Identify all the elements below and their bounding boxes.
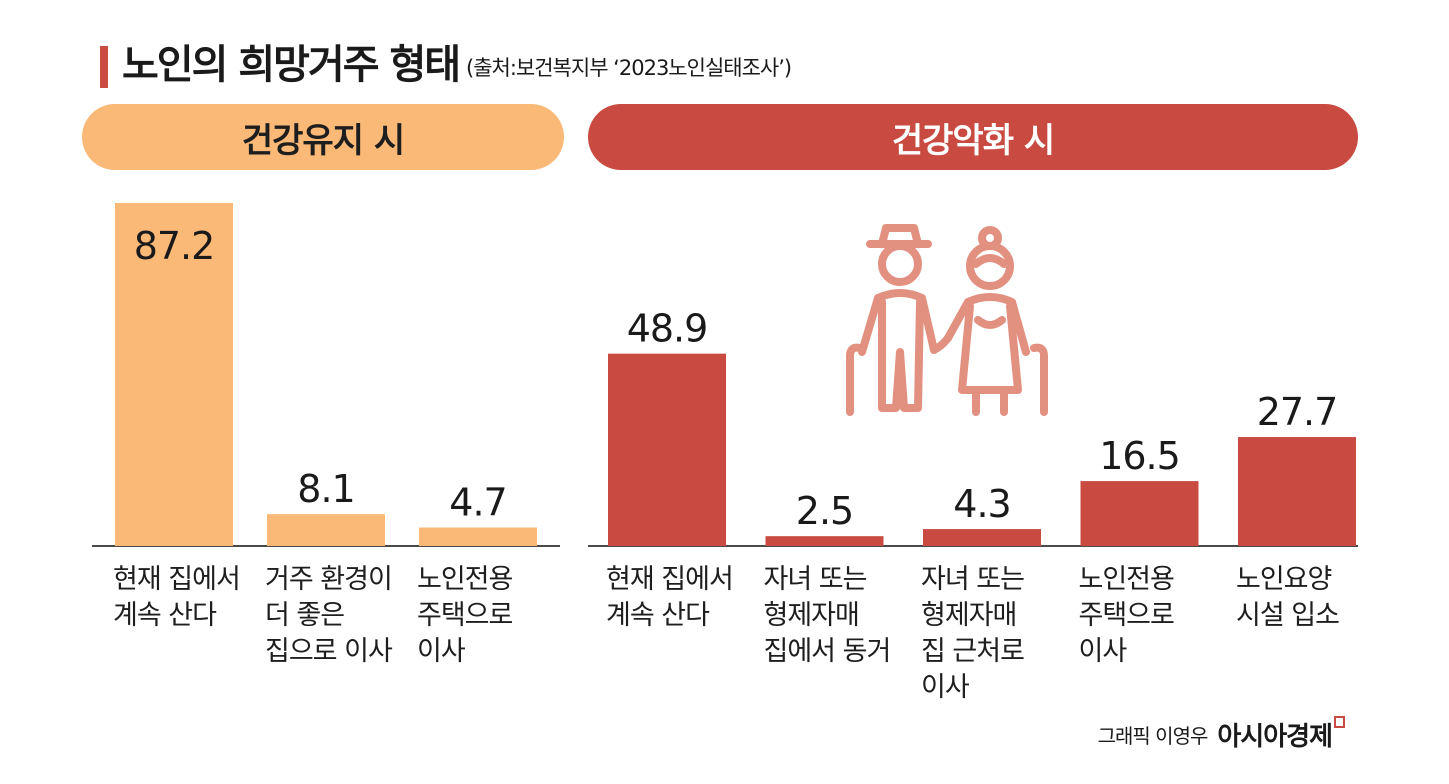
title-accent-bar <box>100 46 108 88</box>
data-label-worse-0: 48.9 <box>627 307 708 351</box>
bar-healthy-2 <box>419 527 537 546</box>
category-label-line: 형제자매 <box>921 600 1017 631</box>
category-label-line: 자녀 또는 <box>921 564 1025 595</box>
credit-artist: 그래픽 이영우 <box>1097 724 1209 748</box>
bar-healthy-1 <box>267 514 385 546</box>
group-header-healthy-label: 건강유지 시 <box>241 120 405 161</box>
bar-worse-0 <box>608 353 726 546</box>
category-label-line: 주택으로 <box>417 600 513 631</box>
data-label-healthy-2: 4.7 <box>449 481 506 525</box>
category-label-line: 더 좋은 <box>265 600 345 631</box>
credit: 그래픽 이영우 아시아경제 <box>1098 716 1345 753</box>
elderly-couple-icon <box>846 224 1048 416</box>
bar-healthy-0 <box>115 203 233 546</box>
bar-worse-1 <box>765 536 884 546</box>
brand-mark-icon <box>1334 716 1345 728</box>
brand-logo: 아시아경제 <box>1217 716 1345 753</box>
category-label-line: 노인요양 <box>1236 564 1332 595</box>
category-label-line: 이사 <box>921 672 970 703</box>
category-label-line: 이사 <box>417 636 466 667</box>
source-note: (출처:보건복지부 ‘2023노인실태조사’) <box>466 56 792 80</box>
data-label-worse-1: 2.5 <box>796 489 853 533</box>
category-label-line: 집 근처로 <box>921 636 1025 667</box>
data-label-healthy-1: 8.1 <box>297 467 354 511</box>
bar-worse-4 <box>1238 437 1356 546</box>
category-label-line: 노인전용 <box>417 564 513 595</box>
group-header-worse-label: 건강악화 시 <box>891 120 1055 161</box>
bar-worse-3 <box>1080 481 1199 546</box>
category-label-line: 이사 <box>1078 636 1128 667</box>
category-label-line: 현재 집에서 <box>606 564 734 595</box>
category-label-line: 자녀 또는 <box>763 564 868 595</box>
bar-worse-2 <box>923 529 1041 546</box>
group-header-healthy: 건강유지 시 <box>82 104 564 170</box>
page-title: 노인의 희망거주 형태 <box>122 42 461 88</box>
group-header-worse: 건강악화 시 <box>588 104 1358 170</box>
category-label-line: 시설 입소 <box>1236 600 1340 631</box>
data-label-healthy-0: 87.2 <box>134 224 215 268</box>
brand-name: 아시아경제 <box>1217 722 1333 752</box>
category-label-line: 집에서 동거 <box>763 636 892 667</box>
category-label-line: 집으로 이사 <box>265 636 393 667</box>
category-label-line: 계속 산다 <box>113 600 217 631</box>
category-label-line: 현재 집에서 <box>113 564 241 595</box>
data-label-worse-4: 27.7 <box>1257 390 1338 434</box>
category-label-line: 형제자매 <box>763 600 860 631</box>
data-label-worse-2: 4.3 <box>953 482 1010 526</box>
data-label-worse-3: 16.5 <box>1099 434 1180 478</box>
category-label-line: 노인전용 <box>1078 564 1175 595</box>
category-label-line: 거주 환경이 <box>265 564 393 595</box>
category-label-line: 계속 산다 <box>606 600 710 631</box>
category-label-line: 주택으로 <box>1078 600 1175 631</box>
